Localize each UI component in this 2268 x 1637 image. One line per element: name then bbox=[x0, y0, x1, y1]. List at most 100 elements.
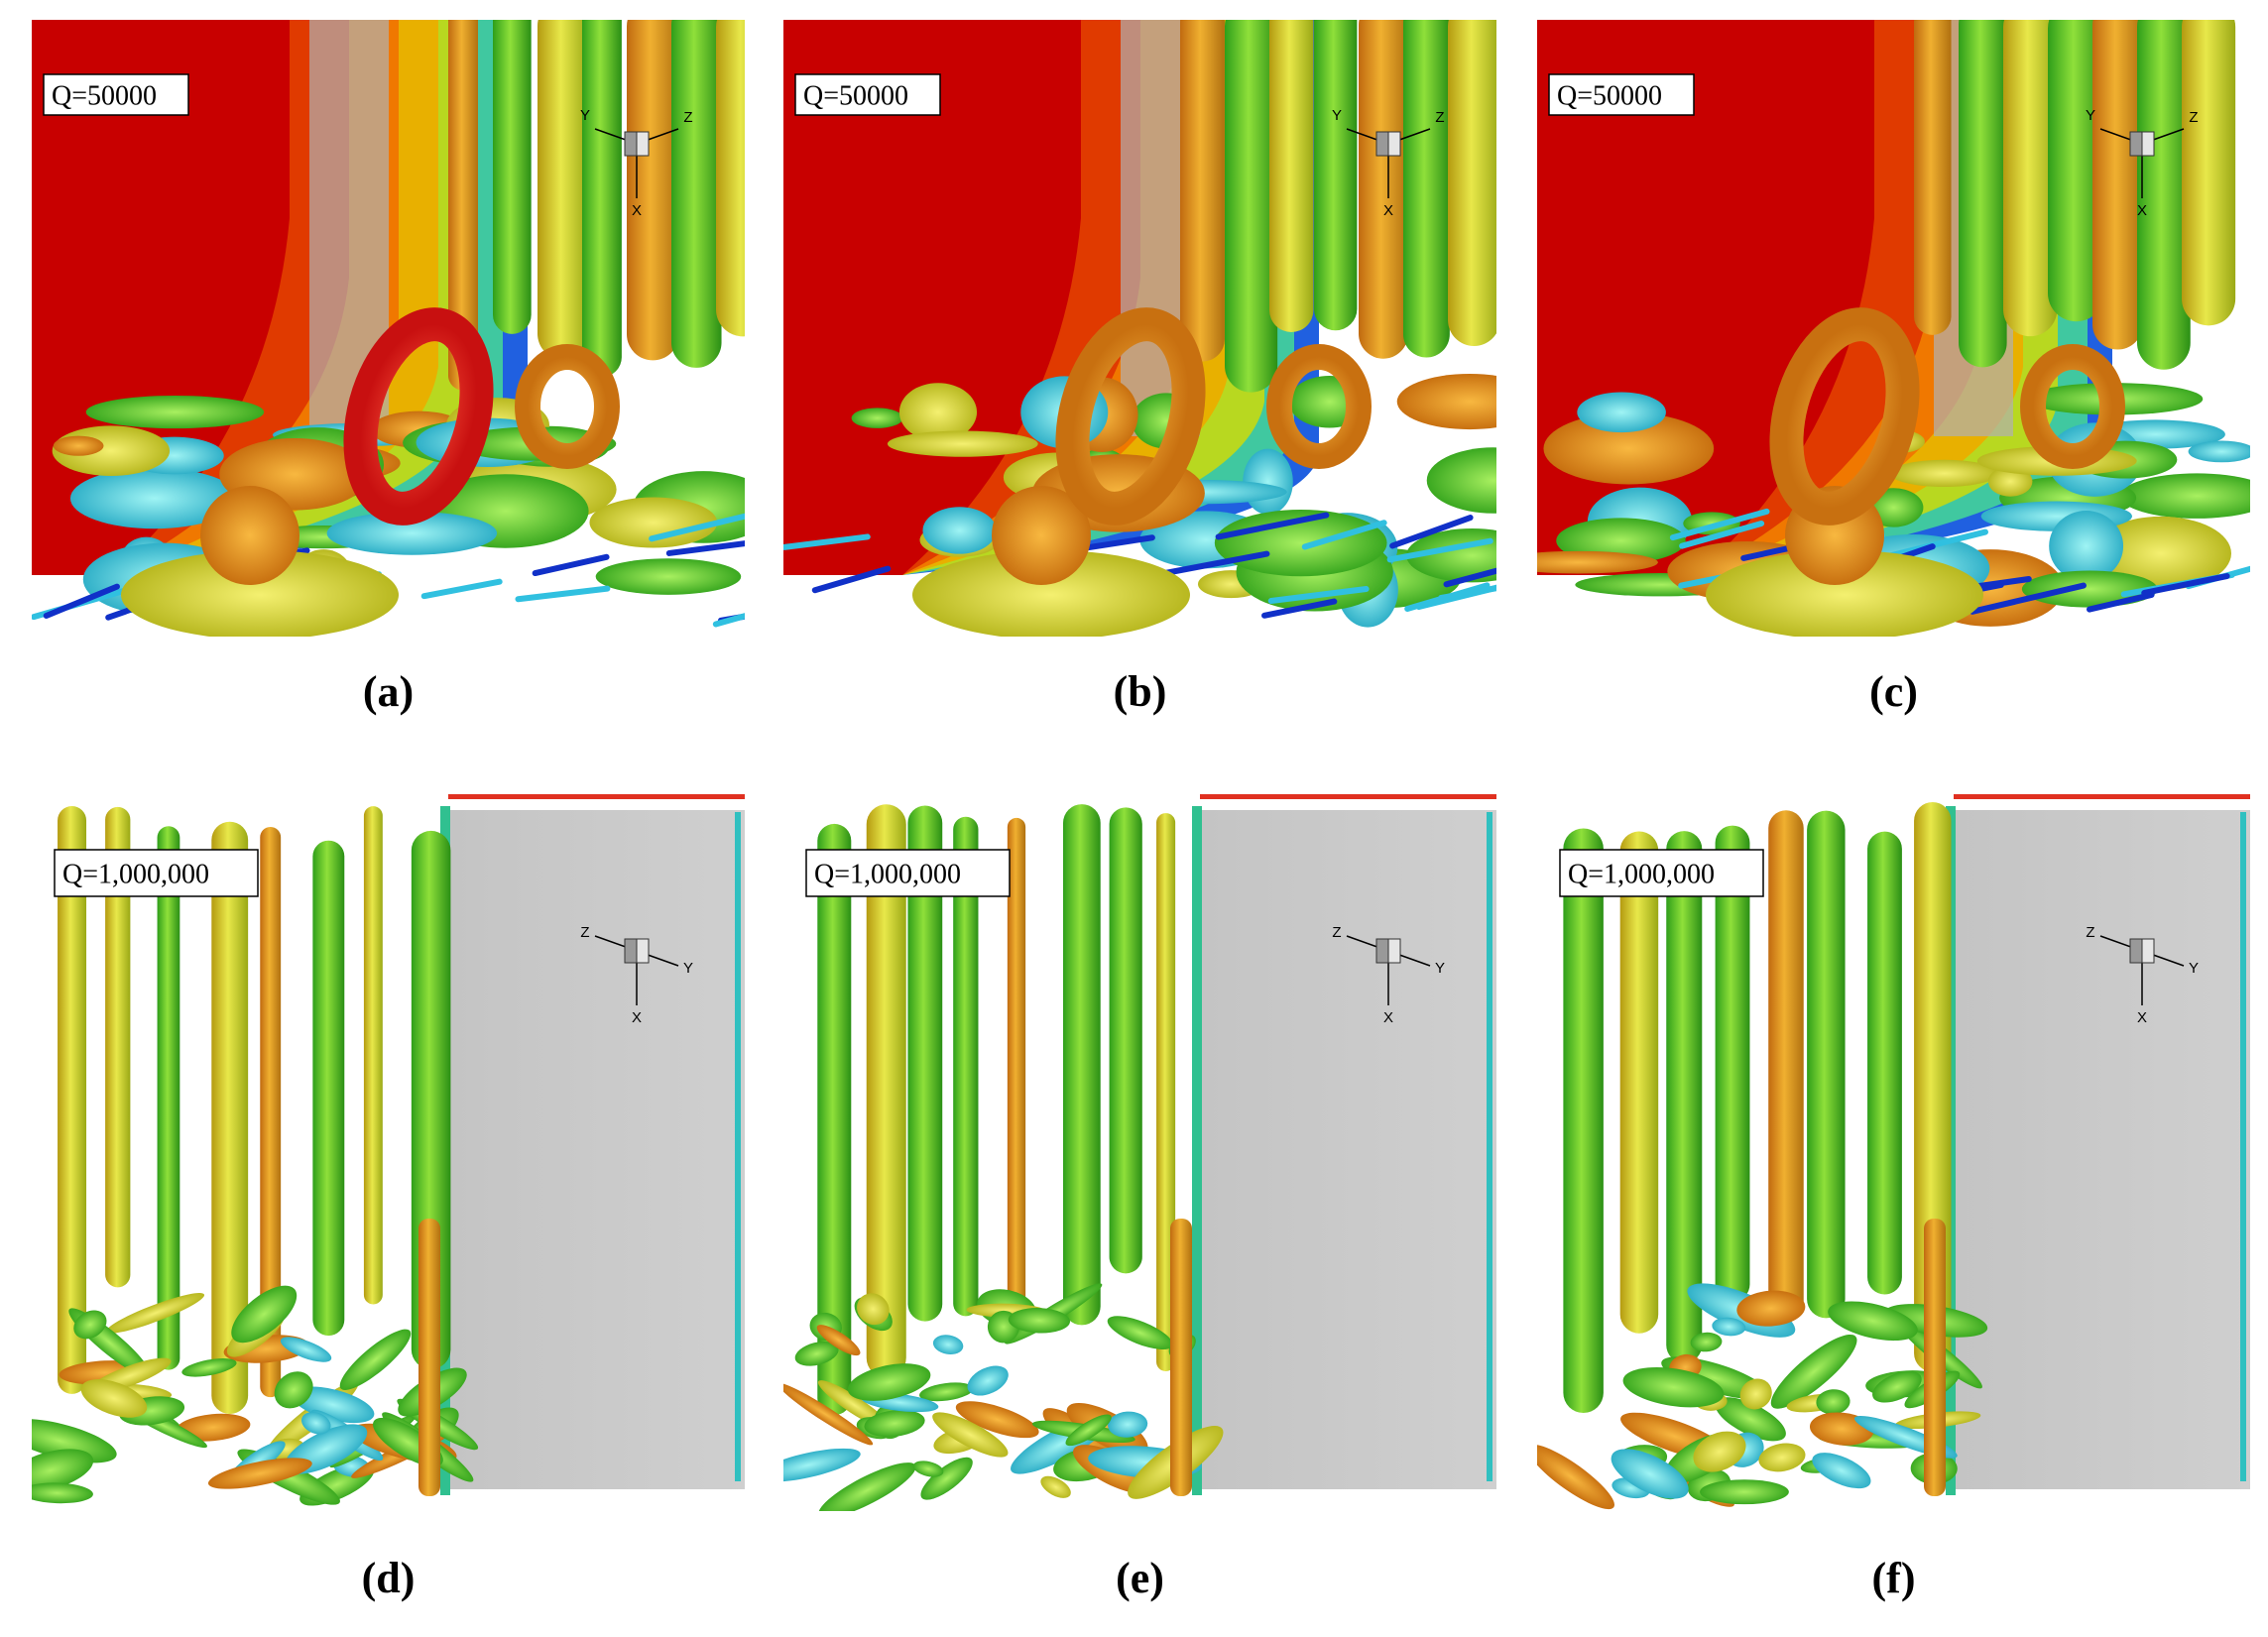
panel-caption: (a) bbox=[363, 667, 414, 716]
vortex-structure bbox=[32, 1449, 94, 1492]
vortex-structure bbox=[80, 1379, 148, 1418]
axis-label: X bbox=[1383, 202, 1393, 219]
vortex-structure bbox=[857, 1293, 890, 1326]
vortex-tube bbox=[2092, 20, 2143, 350]
axis-label: Y bbox=[683, 960, 693, 977]
wall-edge bbox=[1192, 806, 1202, 1495]
vortex-tube bbox=[1666, 831, 1703, 1363]
cylinder-wall bbox=[448, 810, 745, 1489]
blue-streak bbox=[1438, 585, 1496, 601]
blue-streak bbox=[1267, 586, 1370, 605]
vortex-structure bbox=[301, 1411, 331, 1435]
label-box bbox=[794, 73, 941, 116]
vortex-structure bbox=[207, 1458, 312, 1489]
q-label: Q=1,000,000 bbox=[1568, 860, 1715, 890]
vortex-tube bbox=[1715, 825, 1750, 1302]
panel-caption: (d) bbox=[362, 1554, 416, 1602]
vortex-structure bbox=[955, 1401, 1039, 1439]
vortex-structure bbox=[1828, 1301, 1918, 1342]
vortex-tube bbox=[1807, 810, 1846, 1319]
q-label: Q=1,000,000 bbox=[814, 860, 961, 890]
vortex-tube bbox=[1314, 20, 1358, 331]
vortex-structure bbox=[292, 1386, 375, 1424]
vortex-tube bbox=[582, 20, 622, 378]
vortex-tube bbox=[1619, 831, 1659, 1334]
wall-top-edge bbox=[1954, 794, 2250, 799]
vortex-structure bbox=[1872, 1370, 1922, 1403]
panel-image bbox=[32, 20, 745, 637]
vortex-tube bbox=[1768, 810, 1804, 1320]
vortex-ring bbox=[343, 307, 494, 526]
base-blob bbox=[992, 486, 1091, 585]
vortex-structure bbox=[2090, 516, 2231, 591]
vortex-ring bbox=[1055, 307, 1206, 526]
axis-label: Z bbox=[2189, 109, 2198, 126]
vortex-tube bbox=[157, 826, 180, 1370]
vortex-structure bbox=[1243, 448, 1293, 516]
wall-edge bbox=[735, 812, 741, 1481]
wall-top-edge bbox=[448, 794, 745, 799]
panel-image bbox=[1537, 20, 2250, 637]
panel: Q=1,000,000 Z Y X bbox=[32, 794, 745, 1506]
q-label: Q=1,000,000 bbox=[62, 860, 209, 890]
axis-label: Y bbox=[1332, 107, 1342, 124]
vortex-structure bbox=[1040, 1475, 1071, 1498]
vortex-structure bbox=[1396, 374, 1496, 430]
blue-streak bbox=[811, 565, 892, 594]
vortex-tube bbox=[1403, 20, 1450, 358]
axis-cube-face bbox=[2141, 938, 2155, 964]
blue-streak bbox=[712, 613, 745, 628]
blue-streak bbox=[1389, 515, 1474, 549]
panel-image bbox=[783, 20, 1496, 637]
axis-label: X bbox=[2137, 202, 2147, 219]
vortex-structure bbox=[1008, 1308, 1071, 1334]
vortex-ring bbox=[1769, 307, 1920, 526]
vortex-structure bbox=[1693, 1431, 1746, 1472]
axis-label: Z bbox=[1332, 924, 1341, 941]
blue-streak bbox=[420, 578, 503, 600]
vortex-structure bbox=[794, 1342, 839, 1366]
blue-streak bbox=[1152, 550, 1270, 578]
blue-streak bbox=[1301, 520, 1387, 550]
vortex-structure bbox=[1622, 1366, 1725, 1408]
axis-label: X bbox=[1383, 1009, 1393, 1026]
blue-streak bbox=[1970, 582, 2087, 615]
blue-streak bbox=[1215, 512, 1330, 540]
vortex-structure bbox=[816, 1325, 861, 1356]
panel-image bbox=[1537, 794, 2250, 1510]
blue-streak bbox=[783, 533, 871, 550]
vortex-structure bbox=[1543, 412, 1715, 485]
vortex-structure bbox=[864, 1409, 925, 1438]
vortex-tube bbox=[1359, 20, 1408, 359]
vortex-structure bbox=[1700, 1479, 1789, 1505]
blue-streak bbox=[2087, 591, 2155, 613]
axis-cube-face bbox=[636, 131, 650, 157]
vortex-tube bbox=[1007, 817, 1026, 1335]
axis-label: X bbox=[632, 1009, 642, 1026]
vortex-structure bbox=[1770, 1334, 1857, 1409]
blue-streak bbox=[532, 553, 610, 577]
cylinder-wall bbox=[1200, 810, 1496, 1489]
wall-streak bbox=[1924, 1219, 1946, 1496]
q-label: Q=50000 bbox=[52, 81, 157, 112]
panel-image bbox=[783, 794, 1496, 1511]
axis-label: Z bbox=[2086, 924, 2094, 941]
panel: Q=50000 Y Z X bbox=[1537, 20, 2250, 637]
vortex-structure bbox=[2021, 570, 2158, 608]
blue-streak bbox=[1386, 537, 1493, 563]
vortex-tube bbox=[105, 806, 131, 1288]
vortex-ring bbox=[2020, 344, 2125, 469]
vortex-tube bbox=[2137, 20, 2191, 370]
axis-label: Y bbox=[2189, 960, 2199, 977]
axis-label: Y bbox=[2086, 107, 2095, 124]
vortex-structure bbox=[932, 1335, 964, 1355]
vortex-tube bbox=[1448, 20, 1496, 346]
blue-streak bbox=[1669, 508, 1770, 541]
vortex-structure bbox=[1816, 1389, 1850, 1415]
vortex-tube bbox=[1914, 20, 1952, 335]
vortex-structure bbox=[326, 511, 498, 555]
vortex-structure bbox=[1712, 1317, 1746, 1337]
vortex-tube bbox=[907, 805, 943, 1322]
cylinder-wall bbox=[1954, 810, 2250, 1489]
